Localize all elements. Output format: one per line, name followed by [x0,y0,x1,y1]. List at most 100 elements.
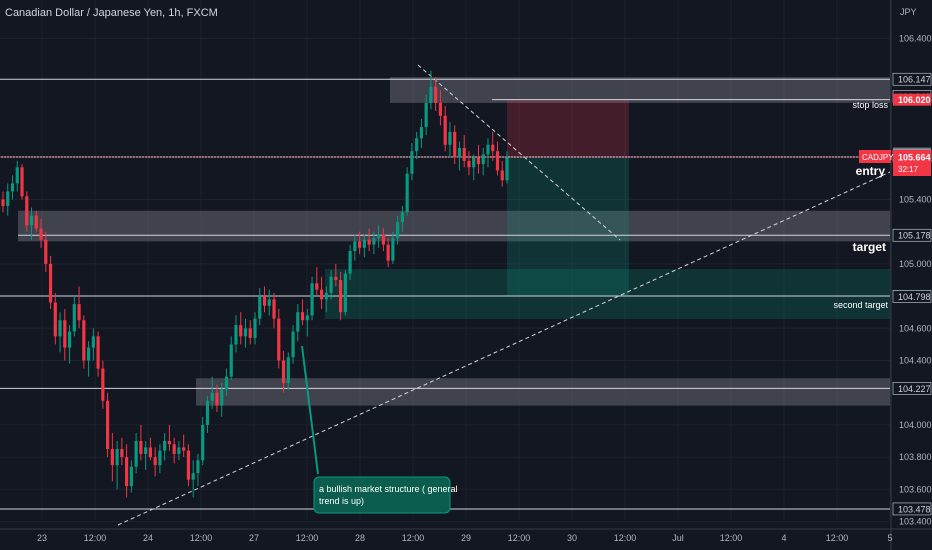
candle-body [419,127,424,139]
candle-body [125,457,129,487]
y-tick-label: 104.600 [899,323,932,333]
callout-text-1: a bullish market structure ( general [319,484,458,494]
candle-body [386,244,390,261]
candle-body [338,280,343,313]
candle-body [25,196,29,226]
candle-body [53,302,57,337]
candle-body [243,328,248,337]
x-tick-label: Jul [672,533,684,543]
candle-body [86,347,91,361]
x-tick-label: 12:00 [508,533,531,543]
candle-body [329,276,333,293]
price-label-box [892,290,932,303]
candle-body [334,276,338,280]
candle-body [1,199,5,206]
candle-body [210,392,214,401]
candle-body [391,238,395,261]
candle-body [372,238,376,245]
candle-body [481,154,485,165]
candle-body [229,344,233,377]
candle-body [343,273,347,313]
x-tick-label: 23 [37,533,47,543]
candle-body [476,157,481,165]
candle-body [34,215,38,229]
candle-body [234,325,238,345]
candle-body [215,392,219,406]
candle-body [58,320,62,337]
price-label: 106.147 [898,75,931,85]
candle-body [267,299,271,306]
chart-title: Canadian Dollar / Japanese Yen, 1h, FXCM [5,7,218,19]
candle-body [377,234,381,239]
x-tick-label: 28 [355,533,365,543]
price-label-box [892,228,932,242]
y-tick-label: 103.600 [899,484,932,494]
candle-body [424,102,428,128]
candle-body [438,102,443,116]
x-tick-label: 5 [887,533,892,543]
candle-body [381,234,385,245]
uptrend-line [117,171,891,526]
price-label-box [893,149,931,176]
candle-body [201,424,205,461]
candle-body [10,183,15,192]
candle-body [134,441,138,467]
callout-arrow [301,345,319,475]
countdown-label: 32:17 [898,165,919,174]
candle-body [205,400,210,425]
candle-body [72,304,76,332]
x-tick-label: 12:00 [720,533,743,543]
sr-zone [18,210,890,242]
price-label-box [892,382,932,395]
candle-body [96,336,100,369]
candle-body [115,449,119,466]
candle-body [462,147,466,161]
candle-body [120,449,124,458]
candle-body [505,157,509,181]
price-label: 104.798 [898,292,931,302]
entry-label: entry [856,164,886,178]
candle-body [177,447,181,454]
candle-body [324,292,328,300]
candle-body [310,283,314,316]
candle-body [48,263,53,303]
candle-body [305,315,309,321]
price-label: 105.178 [898,231,931,241]
candle-body [272,299,276,319]
x-tick-label: 4 [781,533,786,543]
price-label: 105.664 [898,152,931,162]
candle-body [396,222,400,239]
candle-body [434,86,438,103]
candle-body [319,289,324,300]
candle-body [82,320,86,361]
sr-zone [390,77,890,103]
candle-body [196,460,200,474]
currency-label: JPY [900,7,917,17]
candle-body [258,296,262,319]
y-tick-label: 106.400 [899,34,932,44]
candle-body [44,239,48,264]
x-tick-label: 29 [461,533,471,543]
y-tick-label: 105.400 [899,195,932,205]
candle-body [253,318,257,338]
x-tick-label: 12:00 [84,533,107,543]
callout-bubble [313,476,451,514]
candle-body [15,167,19,184]
candle-body [291,331,295,358]
price-label: 106.020 [898,95,931,105]
candle-body [353,241,357,252]
candle-body [106,400,110,450]
candle-body [495,151,500,171]
take-profit-box [507,156,629,296]
second-target-label: second target [833,300,888,310]
candle-body [163,441,167,451]
candle-body [191,473,195,480]
candle-body [400,212,404,223]
price-label: 103.478 [898,504,931,514]
candle-body [158,450,162,466]
candle-body [500,170,504,181]
candle-body [101,368,105,401]
candle-body [110,449,114,466]
second-target-zone [325,269,890,319]
